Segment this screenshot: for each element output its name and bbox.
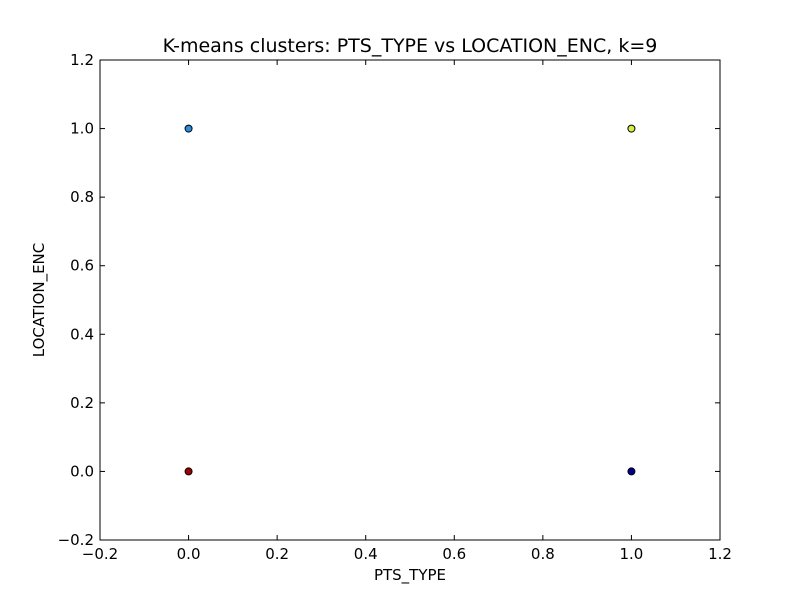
y-tick-label: 0.4 (70, 325, 94, 343)
chart-title: K-means clusters: PTS_TYPE vs LOCATION_E… (163, 35, 658, 57)
x-tick-label: 1.0 (619, 545, 643, 563)
data-point (627, 124, 636, 133)
y-tick-label: 0.0 (70, 462, 94, 480)
plot-area: −0.2 0.0 0.2 0.4 0.6 0.8 1.0 1.2 −0.2 0.0 0.2 0.4 0.… (58, 51, 732, 563)
x-tick-label: 0.6 (442, 545, 466, 563)
data-point (627, 467, 636, 476)
x-tick-label: 1.2 (708, 545, 732, 563)
y-tick-label: 0.6 (70, 257, 94, 275)
y-tick-label: 1.0 (70, 120, 94, 138)
x-axis-label: PTS_TYPE (374, 566, 446, 585)
plot-frame (99, 59, 721, 541)
y-tick-label: −0.2 (58, 531, 94, 549)
y-tick-label: 0.2 (70, 394, 94, 412)
x-tick-label: 0.0 (177, 545, 201, 563)
data-point (184, 467, 193, 476)
y-tick-label: 1.2 (70, 51, 94, 69)
x-tick-label: 0.8 (531, 545, 555, 563)
x-tick-label: −0.2 (82, 545, 118, 563)
y-axis-label: LOCATION_ENC (30, 243, 49, 358)
y-tick-label: 0.8 (70, 188, 94, 206)
data-point (184, 124, 193, 133)
x-tick-label: 0.2 (265, 545, 289, 563)
x-tick-label: 0.4 (354, 545, 378, 563)
